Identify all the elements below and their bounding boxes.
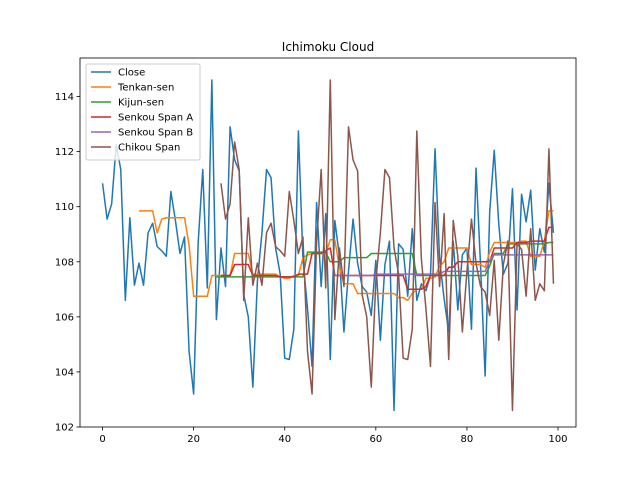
legend-label: Chikou Span: [118, 143, 180, 154]
legend-label: Close: [118, 68, 145, 79]
y-tick-label: 114: [55, 92, 74, 103]
plot-frame: [79, 57, 577, 428]
y-tick-label: 108: [55, 257, 74, 268]
series-line-senkou-span-a: [220, 226, 554, 291]
y-tick-label: 104: [55, 367, 74, 378]
axes-layer: 0 20 40 60 80 100 102 104 106 108 110 112 114: [55, 57, 577, 445]
x-tick-label: 20: [187, 434, 200, 445]
y-tick-label: 102: [55, 423, 74, 434]
series-line-close: [101, 79, 555, 412]
y-tick-label: 110: [55, 202, 74, 213]
x-tick-label: 40: [278, 434, 291, 445]
y-tick-label: 106: [55, 312, 74, 323]
legend-label: Kijun-sen: [118, 98, 164, 109]
x-tick-label: 80: [461, 434, 474, 445]
x-tick-label: 0: [99, 434, 105, 445]
chart-title: Ichimoku Cloud: [282, 40, 374, 54]
y-tick-label: 112: [55, 147, 74, 158]
legend-label: Tenkan-sen: [117, 83, 174, 94]
x-tick-label: 60: [369, 434, 382, 445]
series-layer: [101, 79, 555, 412]
series-line-chikou-span: [220, 79, 555, 412]
legend-label: Senkou Span B: [118, 128, 193, 139]
series-line-tenkan-sen: [138, 210, 554, 302]
legend: Close Tenkan-sen Kijun-sen Senkou Span A Sen…: [85, 63, 201, 161]
series-line-kijun-sen: [216, 241, 554, 278]
legend-box: [85, 63, 201, 161]
x-tick-label: 100: [548, 434, 567, 445]
legend-label: Senkou Span A: [118, 113, 193, 124]
